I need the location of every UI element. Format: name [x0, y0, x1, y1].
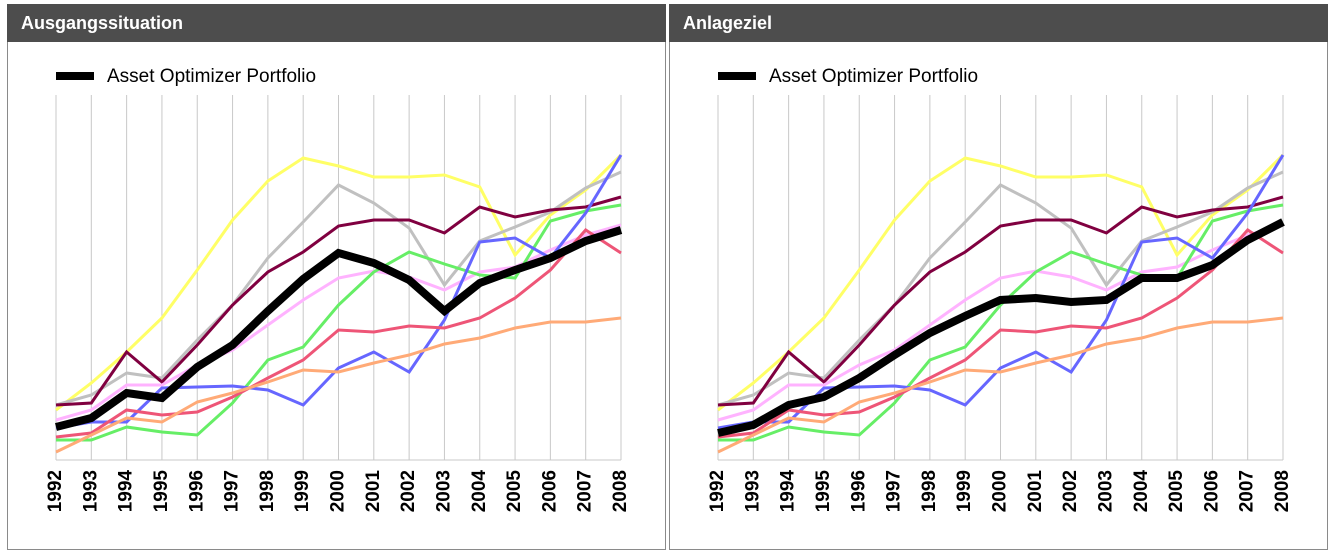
series-line: [55, 228, 622, 439]
series-line: [55, 195, 622, 407]
x-tick-label: 2007: [1237, 470, 1258, 512]
panel-header: [669, 4, 1328, 42]
series-line: [56, 203, 622, 442]
x-tick-label: 1995: [813, 470, 834, 513]
series-line: [55, 170, 622, 407]
x-tick-label: 1993: [80, 470, 101, 512]
x-tick-label: 1999: [954, 470, 975, 512]
x-tick-label: 2005: [1166, 470, 1187, 513]
x-tick-label: 1998: [919, 470, 940, 512]
x-tick-label: 2000: [328, 470, 349, 512]
x-tick-label: 2001: [1025, 470, 1046, 513]
x-tick-label: 2004: [1131, 470, 1152, 513]
series-line: [717, 228, 1284, 439]
x-tick-label: 1996: [186, 470, 207, 512]
legend-label: Asset Optimizer Portfolio: [769, 66, 978, 87]
x-tick-label: 2006: [1201, 470, 1222, 512]
panel: [669, 4, 1328, 550]
panel-title: Anlageziel: [683, 13, 772, 33]
series-line: [717, 170, 1284, 407]
x-tick-label: 2002: [398, 470, 419, 512]
x-tick-label: 2004: [469, 470, 490, 513]
portfolio-line: [717, 218, 1285, 437]
x-tick-label: 2005: [504, 470, 525, 513]
x-tick-label: 1992: [45, 470, 66, 512]
series-line: [718, 203, 1284, 442]
x-tick-label: 2003: [433, 470, 454, 512]
panel: [7, 4, 666, 550]
x-tick-label: 2000: [990, 470, 1011, 512]
series-line: [717, 195, 1284, 407]
series-line: [55, 316, 622, 454]
x-tick-label: 2002: [1060, 470, 1081, 512]
series-line: [55, 153, 623, 412]
x-tick-label: 1994: [116, 470, 137, 513]
x-tick-label: 2007: [575, 470, 596, 512]
x-tick-label: 1997: [884, 470, 905, 512]
panel-header: [7, 4, 666, 42]
series-line: [717, 153, 1285, 412]
x-tick-label: 1999: [292, 470, 313, 512]
x-tick-label: 1993: [742, 470, 763, 512]
x-tick-label: 2001: [363, 470, 384, 513]
x-tick-label: 1997: [222, 470, 243, 512]
x-tick-label: 2008: [610, 470, 631, 512]
x-tick-label: 1998: [257, 470, 278, 512]
series-line: [717, 316, 1284, 454]
x-tick-label: 2006: [539, 470, 560, 512]
portfolio-line: [55, 226, 623, 431]
x-tick-label: 1992: [707, 470, 728, 512]
x-tick-label: 1996: [848, 470, 869, 512]
legend-label: Asset Optimizer Portfolio: [107, 66, 316, 87]
x-tick-label: 2003: [1095, 470, 1116, 512]
x-tick-label: 1994: [778, 470, 799, 513]
x-tick-label: 2008: [1272, 470, 1293, 512]
x-tick-label: 1995: [151, 470, 172, 513]
panel-title: Ausgangssituation: [21, 13, 183, 33]
